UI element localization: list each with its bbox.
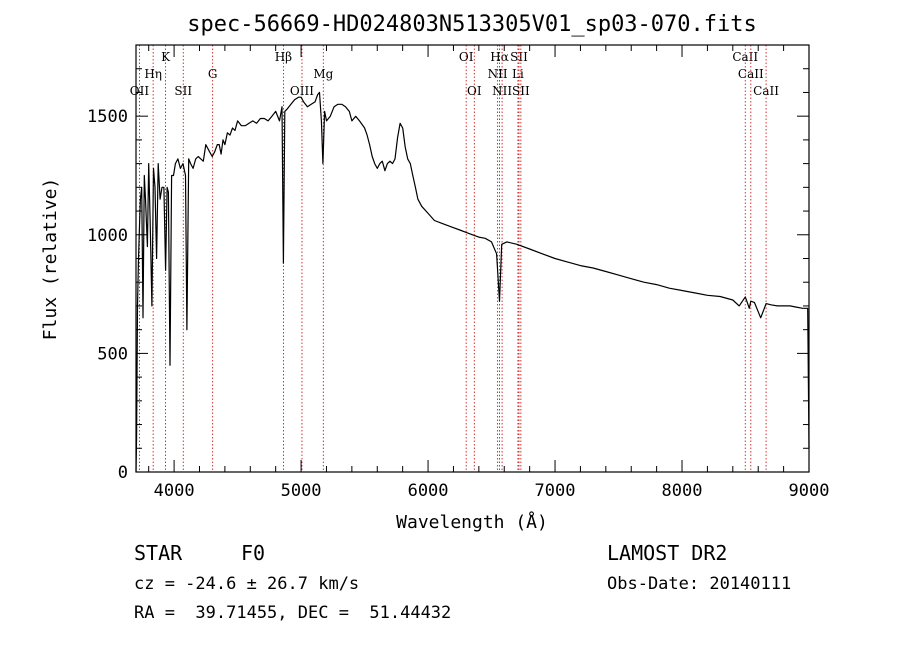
spectral-line-label: Mg <box>313 67 333 81</box>
spectrum-chart: spec-56669-HD024803N513305V01_sp03-070.f… <box>40 12 830 533</box>
spectral-line-label: Hβ <box>275 50 292 64</box>
spectral-line-label: OI <box>467 84 482 98</box>
spectral-line-label: OII <box>130 84 150 98</box>
coordinates-readout: RA = 39.71455, DEC = 51.44432 <box>134 603 452 623</box>
survey-name: LAMOST DR2 <box>607 541 728 565</box>
y-axis-label: Flux (relative) <box>40 178 61 341</box>
object-class: STAR <box>134 541 183 565</box>
x-tick-label: 9000 <box>789 481 830 501</box>
y-tick-label: 0 <box>118 463 128 483</box>
x-tick-label: 6000 <box>408 481 449 501</box>
y-axis-ticks: 0 500 1000 1500 <box>87 44 809 483</box>
spectral-line-label: SII <box>510 50 528 64</box>
x-tick-label: 7000 <box>535 481 576 501</box>
spectral-line-label: SII <box>512 84 530 98</box>
spectral-line-label: CaII <box>753 84 779 98</box>
x-axis-label: Wavelength (Å) <box>396 511 548 533</box>
spectral-line-label: Hη <box>144 67 162 81</box>
y-tick-label: 1500 <box>87 107 128 127</box>
x-tick-label: 8000 <box>662 481 703 501</box>
redshift-readout: cz = -24.6 ± 26.7 km/s <box>134 574 360 594</box>
observation-date: Obs-Date: 20140111 <box>607 574 792 594</box>
plot-frame <box>135 44 810 473</box>
x-axis-ticks: 4000 5000 6000 7000 8000 9000 <box>148 45 830 501</box>
x-tick-label: 4000 <box>154 481 195 501</box>
spectral-line-label: Hα <box>490 50 509 64</box>
spectral-line-label: OIII <box>290 84 314 98</box>
spectral-line-label: K <box>161 50 171 64</box>
spectral-line-label: NII <box>488 67 508 81</box>
spectral-line-label: CaII <box>732 50 758 64</box>
object-subclass: F0 <box>241 541 266 565</box>
spectral-line-label: OI <box>459 50 474 64</box>
y-tick-label: 500 <box>97 344 128 364</box>
spectrum-series-line <box>135 91 810 473</box>
spectral-line-label: NII <box>492 84 512 98</box>
spectral-line-markers: OIIHηKSIIGHβOIIIMgOIOIHαNIINIISIILiSIICa… <box>130 45 779 472</box>
spectral-line-label: SII <box>174 84 192 98</box>
spectral-line-label: CaII <box>738 67 764 81</box>
x-tick-label: 5000 <box>281 481 322 501</box>
spectral-line-label: Li <box>512 67 524 81</box>
y-tick-label: 1000 <box>87 226 128 246</box>
spectral-line-label: G <box>208 67 218 81</box>
chart-title: spec-56669-HD024803N513305V01_sp03-070.f… <box>187 12 757 37</box>
